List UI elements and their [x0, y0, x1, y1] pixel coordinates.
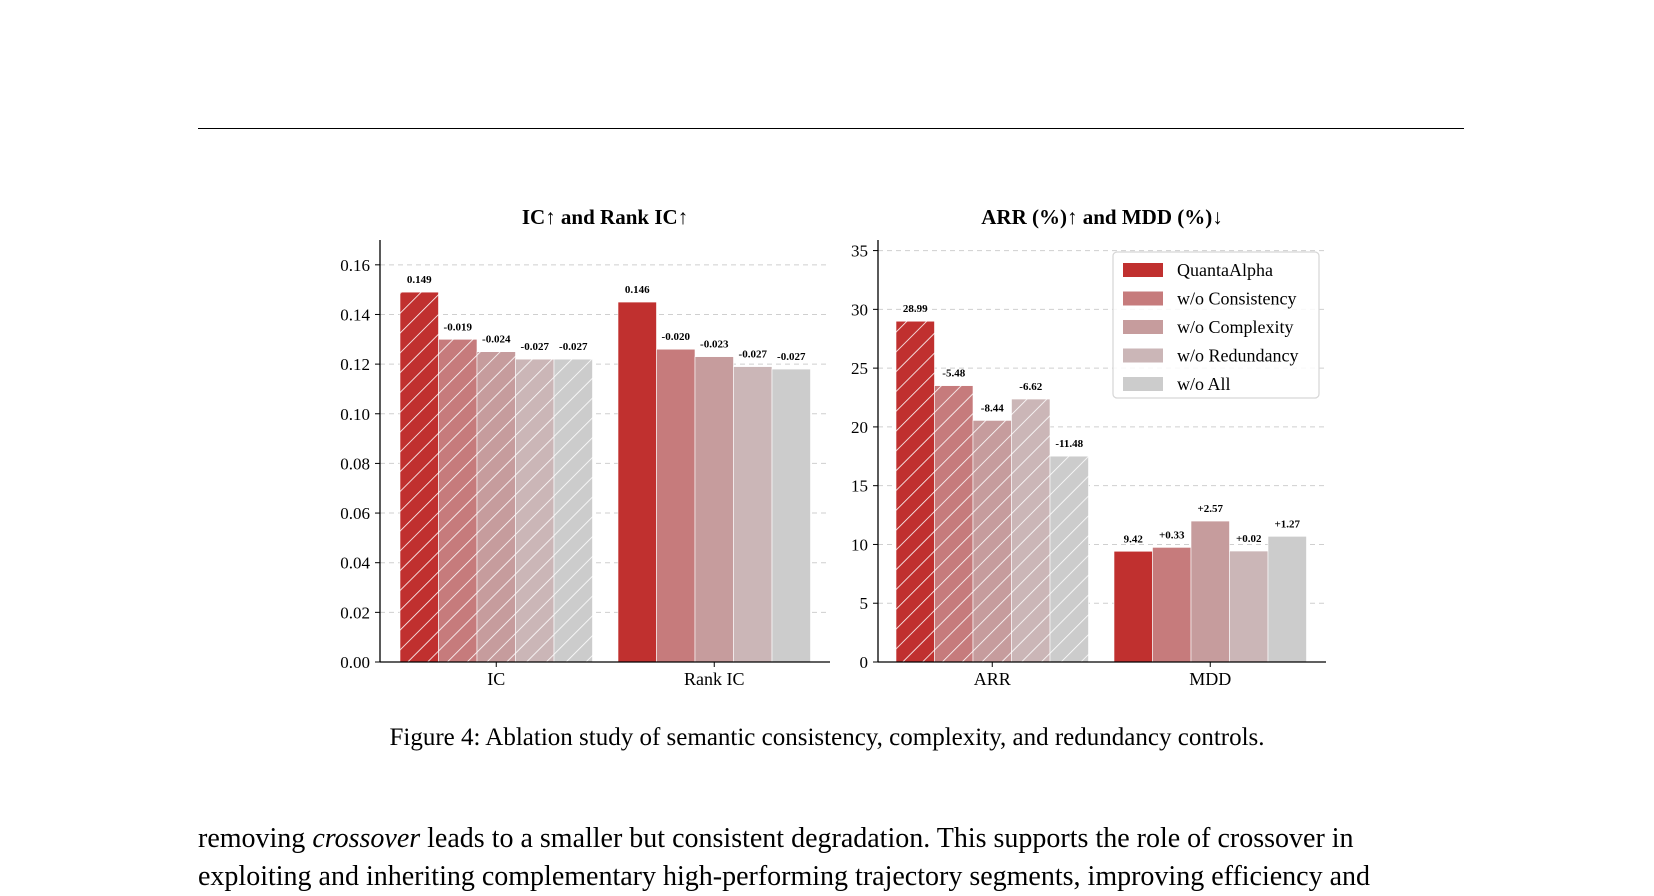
- legend: QuantaAlpha w/o Consistency w/o Complexity…: [1112, 251, 1320, 399]
- legend-label: w/o All: [1177, 374, 1231, 394]
- legend-swatch: [1123, 263, 1163, 277]
- legend-swatch: [1123, 320, 1163, 334]
- bar: [1190, 520, 1230, 663]
- y-tick-label: 30: [851, 300, 868, 319]
- body-paragraph-line-2: exploiting and inheriting complementary …: [198, 861, 1371, 892]
- y-tick-label: 0.00: [340, 653, 370, 672]
- y-tick-label: 0.12: [340, 355, 370, 374]
- data-label: 9.42: [1124, 533, 1144, 545]
- y-tick-label: 0.06: [340, 504, 370, 523]
- bar: [694, 356, 734, 663]
- y-tick-label: 0.14: [340, 305, 370, 324]
- legend-swatch: [1123, 291, 1163, 306]
- x-tick-label: MDD: [1189, 669, 1231, 689]
- chart-panel-2: 28.99 9.42 -5.48 +0.33 -8.44 +2.57 -6.62 +0.02 -…: [851, 205, 1326, 689]
- x-tick-label: IC: [487, 669, 505, 689]
- y-tick-label: 0.10: [340, 405, 370, 424]
- body-line1-em: crossover: [312, 823, 421, 854]
- bar-hatch: [554, 359, 593, 662]
- data-label: +2.57: [1197, 503, 1223, 515]
- data-label: -0.023: [700, 339, 729, 351]
- bar: [733, 366, 773, 663]
- bar-hatch: [477, 351, 516, 662]
- data-label: 0.149: [407, 274, 432, 286]
- data-label: +0.02: [1236, 533, 1262, 545]
- x-tick-label: Rank IC: [684, 669, 745, 689]
- y-tick-label: 20: [851, 418, 868, 437]
- y-tick-label: 10: [851, 535, 868, 554]
- y-tick-label: 0.02: [340, 603, 370, 622]
- y-tick-label: 5: [860, 594, 869, 613]
- legend-swatch: [1123, 377, 1163, 391]
- bar-hatch: [1011, 399, 1050, 662]
- data-label: -0.024: [482, 334, 511, 346]
- x-tick-label: ARR: [974, 669, 1011, 689]
- data-label: +0.33: [1159, 529, 1185, 541]
- data-label: -8.44: [981, 402, 1004, 414]
- data-label: 28.99: [903, 303, 928, 315]
- y-tick-label: 0.16: [340, 256, 370, 275]
- data-label: 0.146: [625, 284, 650, 296]
- data-label: -0.027: [739, 349, 768, 361]
- bar-hatch: [934, 385, 973, 662]
- data-label: -0.027: [521, 341, 550, 353]
- figure-caption: Figure 4: Ablation study of semantic con…: [389, 724, 1265, 751]
- bar: [1229, 550, 1269, 663]
- bar: [617, 301, 657, 663]
- bar: [1152, 547, 1192, 663]
- legend-swatch: [1123, 348, 1163, 363]
- bar: [656, 348, 696, 663]
- chart-title: IC↑ and Rank IC↑: [522, 205, 688, 229]
- data-label: -5.48: [942, 368, 965, 380]
- bar: [771, 368, 811, 663]
- bar-hatch: [973, 420, 1012, 662]
- data-label: -11.48: [1055, 438, 1083, 450]
- bar-hatch: [400, 292, 439, 662]
- y-tick-label: 35: [851, 242, 868, 261]
- body-line1-post: leads to a smaller but consistent degrad…: [420, 823, 1354, 854]
- data-label: -0.019: [444, 321, 473, 333]
- y-tick-label: 15: [851, 477, 868, 496]
- bar-hatch: [896, 321, 935, 662]
- header-rule: [198, 128, 1464, 129]
- chart-title: ARR (%)↑ and MDD (%)↓: [981, 205, 1222, 229]
- legend-label: QuantaAlpha: [1177, 260, 1273, 280]
- data-label: +1.27: [1274, 518, 1300, 530]
- data-label: -0.020: [662, 331, 691, 343]
- chart-panel-1: 0.149 0.146 -0.019 -0.020 -0.024 -0.023 -0.027…: [340, 205, 830, 689]
- legend-label: w/o Redundancy: [1177, 346, 1298, 366]
- bar: [1267, 536, 1307, 663]
- bar-hatch: [438, 339, 477, 662]
- y-tick-label: 25: [851, 359, 868, 378]
- y-tick-label: 0.04: [340, 554, 370, 573]
- data-label: -6.62: [1019, 381, 1042, 393]
- legend-frame: [1112, 251, 1320, 399]
- y-tick-label: 0: [860, 653, 869, 672]
- data-label: -0.027: [559, 341, 588, 353]
- legend-label: w/o Complexity: [1177, 317, 1294, 337]
- body-line1-pre: removing: [198, 823, 313, 854]
- legend-label: w/o Consistency: [1177, 289, 1297, 309]
- bar-hatch: [515, 359, 554, 662]
- y-tick-label: 0.08: [340, 454, 370, 473]
- bar-hatch: [1050, 456, 1089, 662]
- bar: [1113, 550, 1153, 663]
- body-paragraph-line-1: removing crossover leads to a smaller bu…: [198, 820, 1464, 858]
- data-label: -0.027: [777, 351, 806, 363]
